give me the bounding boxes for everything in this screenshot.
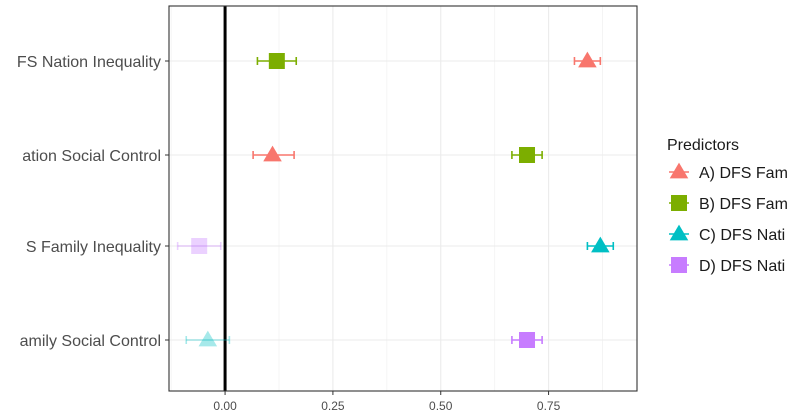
data-point-triangle: [578, 51, 597, 68]
data-point-triangle: [198, 330, 218, 347]
legend-marker-square: [671, 257, 687, 273]
x-tick-label: 0.00: [213, 399, 237, 413]
y-tick-label: ation Social Control: [22, 148, 161, 165]
x-tick-label: 0.25: [321, 399, 345, 413]
y-tick-label: amily Social Control: [20, 333, 161, 350]
y-tick-label: FS Nation Inequality: [17, 54, 161, 71]
data-point-triangle: [263, 145, 282, 162]
legend-label: A) DFS Fam: [699, 165, 788, 182]
legend-title: Predictors: [667, 137, 739, 154]
legend-key: [667, 253, 691, 277]
data-point-triangle: [591, 236, 610, 253]
y-tick-label: S Family Inequality: [26, 239, 161, 256]
plot-panel: [169, 6, 637, 391]
data-point-square: [191, 238, 208, 254]
plot-border: [168, 5, 638, 392]
legend-key: [667, 222, 691, 246]
x-tick-label: 0.75: [537, 399, 561, 413]
legend-key: [667, 160, 691, 184]
data-point-square: [519, 332, 536, 348]
data-point-square: [268, 53, 285, 69]
legend-label: D) DFS Nati: [699, 258, 785, 275]
legend-marker-square: [671, 195, 687, 211]
x-tick-label: 0.50: [429, 399, 453, 413]
legend-marker-triangle: [669, 162, 689, 179]
legend-key: [667, 191, 691, 215]
legend-marker-triangle: [669, 224, 689, 241]
data-point-square: [519, 147, 536, 163]
legend-label: C) DFS Nati: [699, 227, 785, 244]
legend-label: B) DFS Fam: [699, 196, 788, 213]
